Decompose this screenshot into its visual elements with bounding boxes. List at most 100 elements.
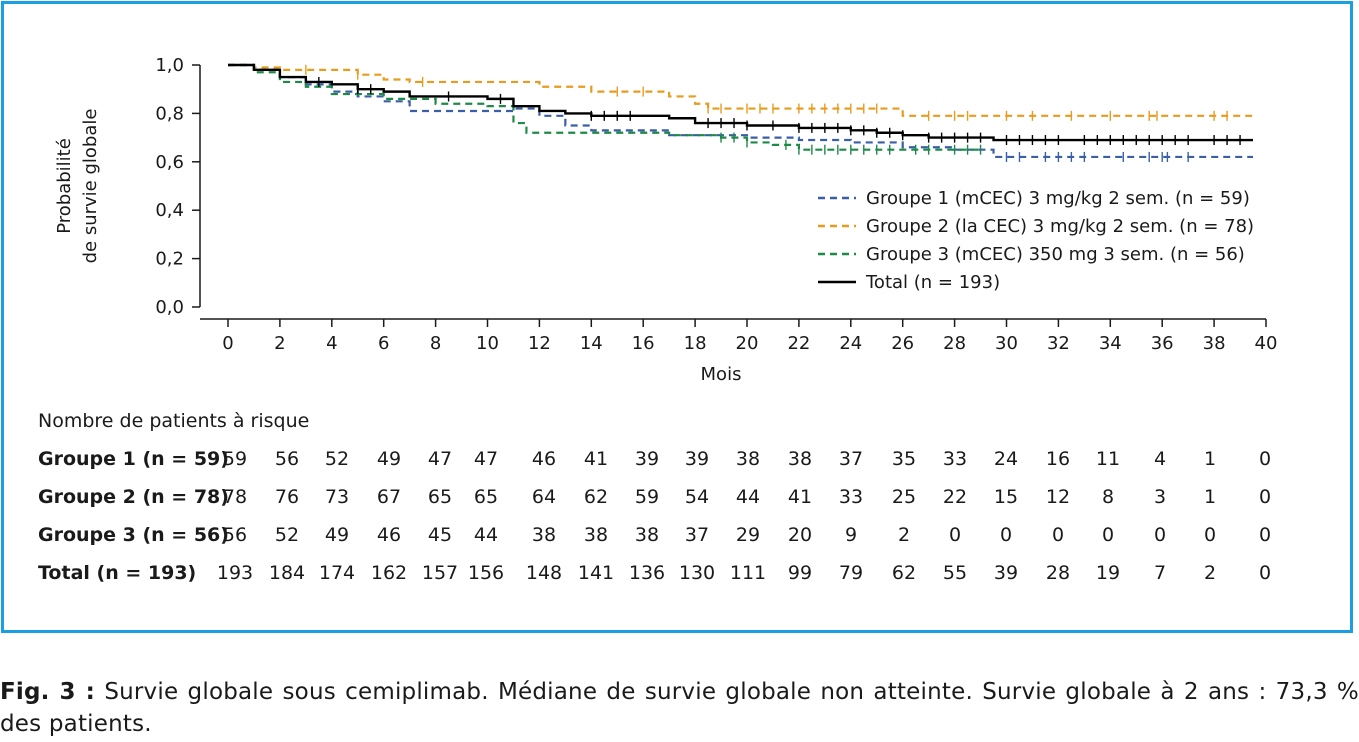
y-tick-label: 1,0 bbox=[155, 55, 184, 76]
risk-value: 39 bbox=[635, 448, 659, 470]
x-tick-label: 34 bbox=[1099, 333, 1122, 354]
x-tick-label: 28 bbox=[943, 333, 966, 354]
y-tick-label: 0,0 bbox=[155, 297, 184, 318]
risk-value: 0 bbox=[1204, 524, 1216, 546]
risk-value: 73 bbox=[325, 486, 349, 508]
risk-value: 22 bbox=[943, 486, 967, 508]
x-tick-label: 4 bbox=[326, 333, 337, 354]
risk-value: 1 bbox=[1204, 448, 1216, 470]
x-tick-label: 32 bbox=[1047, 333, 1070, 354]
series-line-4 bbox=[228, 63, 1254, 142]
risk-value: 55 bbox=[943, 562, 967, 584]
risk-value: 184 bbox=[269, 562, 305, 584]
chart-legend: Groupe 1 (mCEC) 3 mg/kg 2 sem. (n = 59) G… bbox=[818, 188, 1254, 293]
risk-value: 56 bbox=[223, 524, 247, 546]
risk-value: 38 bbox=[736, 448, 760, 470]
y-tick-label: 0,4 bbox=[155, 200, 184, 221]
legend-label-1: Groupe 1 (mCEC) 3 mg/kg 2 sem. (n = 59) bbox=[866, 188, 1250, 209]
risk-value: 49 bbox=[325, 524, 349, 546]
risk-value: 141 bbox=[578, 562, 614, 584]
y-axis-title: Probabilité de survie globale bbox=[54, 109, 101, 264]
legend-label-3: Groupe 3 (mCEC) 350 mg 3 sem. (n = 56) bbox=[866, 244, 1245, 265]
survival-curves bbox=[228, 63, 1254, 162]
figure-caption: Fig. 3 : Survie globale sous cemiplimab.… bbox=[0, 676, 1359, 740]
risk-value: 20 bbox=[788, 524, 812, 546]
risk-row-label: Groupe 1 (n = 59) bbox=[38, 448, 229, 470]
x-tick-label: 10 bbox=[476, 333, 499, 354]
risk-value: 174 bbox=[319, 562, 355, 584]
risk-value: 0 bbox=[1102, 524, 1114, 546]
x-tick-label: 18 bbox=[684, 333, 707, 354]
risk-value: 41 bbox=[584, 448, 608, 470]
x-tick-label: 20 bbox=[736, 333, 759, 354]
risk-value: 35 bbox=[892, 448, 916, 470]
risk-value: 0 bbox=[1259, 562, 1271, 584]
risk-value: 193 bbox=[217, 562, 253, 584]
risk-value: 4 bbox=[1154, 448, 1166, 470]
risk-value: 1 bbox=[1204, 486, 1216, 508]
figure-frame bbox=[1, 1, 1353, 633]
risk-value: 7 bbox=[1154, 562, 1166, 584]
risk-value: 37 bbox=[839, 448, 863, 470]
x-tick-label: 16 bbox=[632, 333, 655, 354]
y-tick-label: 0,6 bbox=[155, 152, 184, 173]
x-tick-label: 30 bbox=[995, 333, 1018, 354]
risk-value: 38 bbox=[532, 524, 556, 546]
risk-value: 157 bbox=[422, 562, 458, 584]
x-tick-label: 6 bbox=[378, 333, 389, 354]
risk-value: 78 bbox=[223, 486, 247, 508]
risk-value: 45 bbox=[428, 524, 452, 546]
x-tick-label: 38 bbox=[1203, 333, 1226, 354]
risk-value: 37 bbox=[685, 524, 709, 546]
risk-value: 79 bbox=[839, 562, 863, 584]
risk-value: 49 bbox=[377, 448, 401, 470]
risk-table-title: Nombre de patients à risque bbox=[38, 410, 309, 432]
risk-value: 136 bbox=[629, 562, 665, 584]
caption-label: Fig. 3 : bbox=[0, 679, 96, 705]
risk-value: 62 bbox=[584, 486, 608, 508]
risk-value: 41 bbox=[788, 486, 812, 508]
caption-text: Survie globale sous cemiplimab. Médiane … bbox=[0, 679, 1359, 737]
risk-value: 54 bbox=[685, 486, 709, 508]
risk-value: 46 bbox=[532, 448, 556, 470]
legend-label-4: Total (n = 193) bbox=[865, 272, 1000, 293]
y-axis-title-line1: Probabilité bbox=[54, 138, 75, 234]
x-tick-label: 2 bbox=[274, 333, 285, 354]
risk-value: 148 bbox=[526, 562, 562, 584]
x-tick-label: 40 bbox=[1255, 333, 1278, 354]
risk-value: 162 bbox=[371, 562, 407, 584]
risk-value: 111 bbox=[730, 562, 766, 584]
risk-value: 156 bbox=[468, 562, 504, 584]
risk-value: 52 bbox=[325, 448, 349, 470]
risk-value: 29 bbox=[736, 524, 760, 546]
risk-value: 33 bbox=[943, 448, 967, 470]
series-line-2 bbox=[228, 63, 1254, 117]
risk-value: 44 bbox=[474, 524, 498, 546]
risk-value: 65 bbox=[474, 486, 498, 508]
risk-value: 67 bbox=[377, 486, 401, 508]
risk-value: 24 bbox=[994, 448, 1018, 470]
risk-value: 39 bbox=[685, 448, 709, 470]
risk-value: 39 bbox=[994, 562, 1018, 584]
risk-value: 0 bbox=[949, 524, 961, 546]
risk-value: 0 bbox=[1000, 524, 1012, 546]
risk-value: 0 bbox=[1052, 524, 1064, 546]
risk-value: 8 bbox=[1102, 486, 1114, 508]
risk-value: 28 bbox=[1046, 562, 1070, 584]
risk-value: 19 bbox=[1096, 562, 1120, 584]
risk-value: 62 bbox=[892, 562, 916, 584]
x-tick-label: 0 bbox=[222, 333, 233, 354]
risk-value: 3 bbox=[1154, 486, 1166, 508]
legend-label-2: Groupe 2 (la CEC) 3 mg/kg 2 sem. (n = 78… bbox=[866, 216, 1254, 237]
risk-value: 44 bbox=[736, 486, 760, 508]
x-tick-label: 36 bbox=[1151, 333, 1174, 354]
risk-value: 76 bbox=[275, 486, 299, 508]
risk-value: 59 bbox=[635, 486, 659, 508]
risk-value: 52 bbox=[275, 524, 299, 546]
risk-value: 47 bbox=[474, 448, 498, 470]
risk-table: Nombre de patients à risque Groupe 1 (n =… bbox=[38, 410, 1271, 584]
y-axis-title-line2: de survie globale bbox=[80, 109, 101, 264]
risk-value: 25 bbox=[892, 486, 916, 508]
risk-value: 65 bbox=[428, 486, 452, 508]
x-axis-title: Mois bbox=[701, 364, 742, 385]
